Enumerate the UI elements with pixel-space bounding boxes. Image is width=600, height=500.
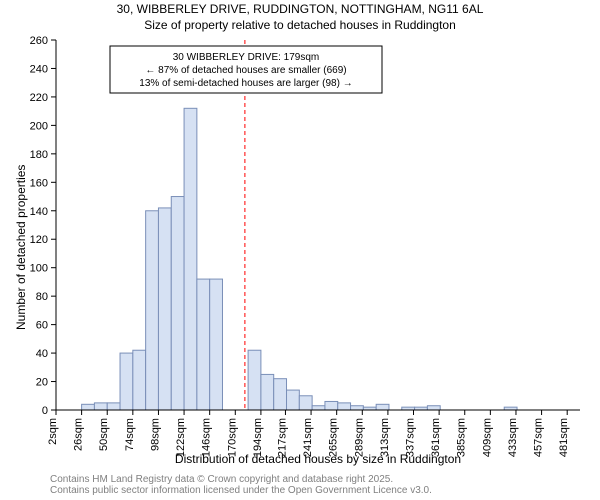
y-tick-label: 220 bbox=[30, 92, 48, 104]
histogram-bar bbox=[197, 279, 210, 410]
x-tick-label: 50sqm bbox=[98, 418, 110, 451]
y-tick-label: 60 bbox=[36, 320, 48, 332]
chart-container: 30, WIBBERLEY DRIVE, RUDDINGTON, NOTTING… bbox=[0, 0, 600, 500]
callout-line: 13% of semi-detached houses are larger (… bbox=[139, 78, 352, 89]
y-tick-label: 100 bbox=[30, 263, 48, 275]
x-tick-label: 74sqm bbox=[124, 418, 136, 451]
y-tick-label: 200 bbox=[30, 120, 48, 132]
y-tick-label: 80 bbox=[36, 291, 48, 303]
histogram-bar bbox=[248, 350, 261, 410]
histogram-bar bbox=[261, 374, 274, 410]
histogram-bar bbox=[133, 350, 146, 410]
histogram-bar bbox=[210, 279, 223, 410]
histogram-bar bbox=[94, 403, 107, 410]
y-tick-label: 0 bbox=[42, 405, 48, 417]
callout-line: 30 WIBBERLEY DRIVE: 179sqm bbox=[173, 52, 320, 63]
y-tick-label: 240 bbox=[30, 63, 48, 75]
x-tick-label: 26sqm bbox=[73, 418, 85, 451]
histogram-bar bbox=[171, 197, 184, 410]
histogram-bar bbox=[299, 396, 312, 410]
y-tick-label: 40 bbox=[36, 348, 48, 360]
attribution-footer: Contains HM Land Registry data © Crown c… bbox=[50, 474, 432, 496]
x-tick-label: 2sqm bbox=[47, 418, 59, 445]
histogram-bar bbox=[338, 403, 351, 410]
histogram-bar bbox=[312, 406, 325, 410]
histogram-bar bbox=[427, 406, 440, 410]
histogram-bar bbox=[351, 406, 364, 410]
y-tick-label: 180 bbox=[30, 149, 48, 161]
y-tick-label: 140 bbox=[30, 206, 48, 218]
x-axis-title: Distribution of detached houses by size … bbox=[56, 452, 580, 466]
histogram-plot: 0 20 40 60 80 100 120 140 160 180 200 220 240 260 2sqm… bbox=[0, 0, 600, 500]
y-tick-label: 20 bbox=[36, 377, 48, 389]
histogram-bar bbox=[120, 353, 133, 410]
x-tick-label: 98sqm bbox=[149, 418, 161, 451]
histogram-bar bbox=[82, 404, 95, 410]
histogram-bar bbox=[146, 211, 159, 410]
histogram-bar bbox=[158, 208, 171, 410]
y-tick-label: 160 bbox=[30, 177, 48, 189]
histogram-bar bbox=[274, 379, 287, 410]
callout-line: ← 87% of detached houses are smaller (66… bbox=[145, 65, 346, 76]
histogram-bar bbox=[325, 401, 338, 410]
y-tick-label: 260 bbox=[30, 35, 48, 47]
histogram-bar bbox=[376, 404, 389, 410]
y-tick-label: 120 bbox=[30, 234, 48, 246]
histogram-bar bbox=[287, 390, 300, 410]
histogram-bar bbox=[107, 403, 120, 410]
histogram-bar bbox=[184, 108, 197, 410]
